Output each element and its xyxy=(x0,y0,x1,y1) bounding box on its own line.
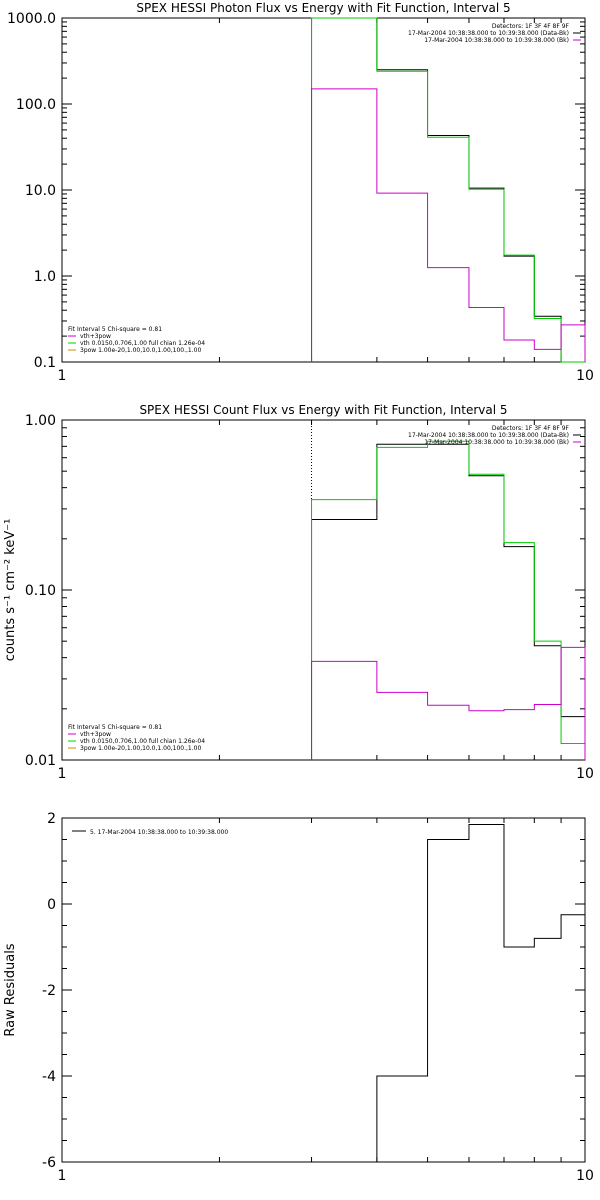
series-vth-3pow-line xyxy=(311,440,586,760)
legend-entry: 17-Mar-2004 10:38:38.000 to 10:39:38.000… xyxy=(408,30,569,37)
legend-entry: vth+3pow xyxy=(80,333,111,340)
x-tick-label: 1 xyxy=(58,368,67,384)
y-tick-label: 0 xyxy=(47,897,56,913)
legend-entry: 3pow 1.00e-20,1.00,10.0,1.00,100.,1.00 xyxy=(80,347,201,354)
y-axis-label: counts s⁻¹ cm⁻² keV⁻¹ xyxy=(3,519,18,662)
photon-flux-panel: SPEX HESSI Photon Flux vs Energy with Fi… xyxy=(7,1,594,384)
y-tick-label: 0.1 xyxy=(34,355,56,371)
y-tick-label: -2 xyxy=(42,983,56,999)
x-tick-label: 10 xyxy=(576,1168,594,1184)
legend-entry: vth 0.0150,0.706,1.00 full chian 1.26e-0… xyxy=(80,340,205,347)
series-5-17-mar-2004-10-38-38-000-to-10-39-38-000-line xyxy=(311,823,586,1163)
legend-entry: Detectors: 1F 3F 4F 8F 9F xyxy=(492,23,570,30)
residuals-panel: 1 10 -6 -4 -2 0 2 Raw Residuals 5. 17-Mar-2004 1… xyxy=(3,811,594,1184)
legend-entry: 5. 17-Mar-2004 10:38:38.000 to 10:39:38.… xyxy=(90,829,228,836)
legend-entry: 17-Mar-2004 10:38:38.000 to 10:39:38.000… xyxy=(408,432,569,439)
plot-frame xyxy=(61,17,586,363)
legend-entry: vth 0.0150,0.706,1.00 full chian 1.26e-0… xyxy=(80,738,205,745)
y-tick-label: 1000.0 xyxy=(7,11,56,27)
series-data-bk-line xyxy=(311,443,586,760)
series-bk-line xyxy=(311,646,586,760)
series-data-bk-line xyxy=(311,17,585,363)
count-flux-panel: SPEX HESSI Count Flux vs Energy with Fit… xyxy=(3,403,594,782)
legend-entry: Detectors: 1F 3F 4F 8F 9F xyxy=(492,425,570,432)
x-tick-label: 10 xyxy=(576,766,594,782)
legend-entry: Fit Interval 5 Chi-square = 0.81 xyxy=(68,326,162,333)
legend-entry: 17-Mar-2004 10:38:38.000 to 10:39:38.000… xyxy=(424,439,569,446)
x-tick-label: 1 xyxy=(58,1168,67,1184)
legend-entry: vth+3pow xyxy=(80,731,111,738)
x-tick-label: 1 xyxy=(58,766,67,782)
y-tick-label: 2 xyxy=(47,811,56,827)
y-tick-label: 0.01 xyxy=(25,753,56,769)
legend-entry: 17-Mar-2004 10:38:38.000 to 10:39:38.000… xyxy=(424,37,569,44)
y-tick-label: 0.10 xyxy=(25,583,56,599)
y-tick-label: 1.00 xyxy=(25,413,56,429)
y-axis-label: Raw Residuals xyxy=(3,943,18,1036)
chart-title: SPEX HESSI Count Flux vs Energy with Fit… xyxy=(139,403,507,417)
plot-frame xyxy=(61,419,586,761)
y-tick-label: -6 xyxy=(42,1155,56,1171)
y-tick-label: -4 xyxy=(42,1069,56,1085)
series-vth-3pow-line xyxy=(311,17,585,363)
plot-frame xyxy=(61,817,586,1163)
y-tick-label: 10.0 xyxy=(25,183,56,199)
legend-entry: Fit Interval 5 Chi-square = 0.81 xyxy=(68,724,162,731)
y-tick-label: 100.0 xyxy=(16,97,56,113)
chart-title: SPEX HESSI Photon Flux vs Energy with Fi… xyxy=(136,1,510,15)
series-bk-line xyxy=(311,88,586,362)
x-tick-label: 10 xyxy=(576,368,594,384)
legend-entry: 3pow 1.00e-20,1.00,10.0,1.00,100.,1.00 xyxy=(80,745,201,752)
y-tick-label: 1.0 xyxy=(34,269,56,285)
